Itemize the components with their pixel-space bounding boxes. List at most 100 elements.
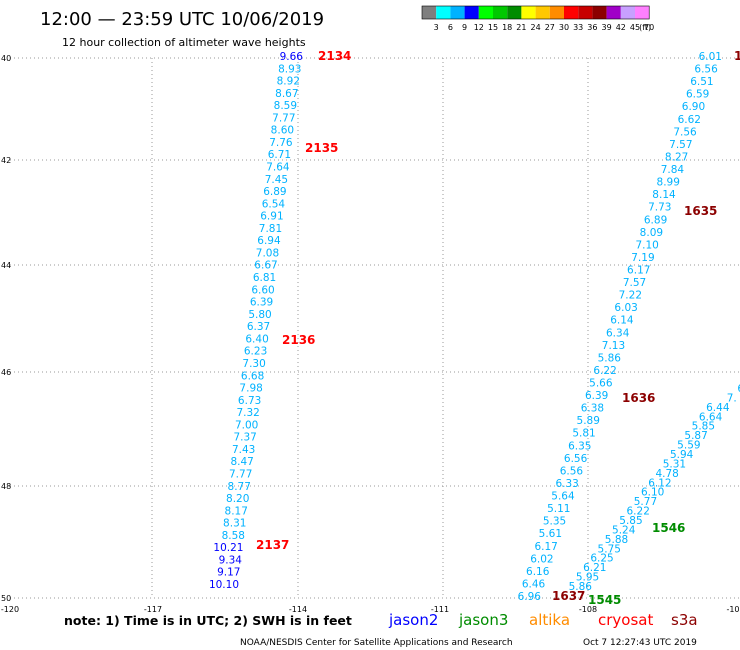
wave-height-label: 8.60 xyxy=(271,125,294,137)
wave-height-label: 7.32 xyxy=(236,407,259,419)
wave-height-label: 4.78 xyxy=(655,468,678,480)
wave-height-label: 7.73 xyxy=(648,202,671,214)
wave-height-label: 6.96 xyxy=(518,591,542,603)
wave-height-label: 6.34 xyxy=(606,327,630,339)
wave-height-label: 6.62 xyxy=(678,114,701,126)
wave-height-label: 6.10 xyxy=(641,487,664,499)
legend-swatch xyxy=(592,6,607,19)
wave-height-label: 9.34 xyxy=(219,554,243,566)
legend-swatch xyxy=(564,6,579,19)
wave-height-label: 6.37 xyxy=(247,321,270,333)
lon-tick-label: -10 xyxy=(726,605,739,614)
wave-height-label: 5.66 xyxy=(589,378,613,390)
wave-height-label: 6.60 xyxy=(251,284,274,296)
lon-tick-label: -114 xyxy=(289,605,307,614)
wave-height-label: 5.59 xyxy=(677,440,700,452)
wave-height-label: 7.77 xyxy=(272,112,295,124)
legend-swatch xyxy=(493,6,508,19)
legend-tick-label: 15 xyxy=(488,23,498,32)
legend-swatch xyxy=(422,6,437,19)
pass-time-label: 1546 xyxy=(652,521,685,535)
legend-swatch xyxy=(606,6,621,19)
wave-height-label: 6.39 xyxy=(250,297,273,309)
wave-height-label: 7. xyxy=(727,392,737,404)
lat-tick-label: 42 xyxy=(1,156,11,165)
lon-tick-label: -108 xyxy=(579,605,597,614)
wave-height-label: 6.81 xyxy=(253,272,276,284)
lon-tick-label: -120 xyxy=(1,605,19,614)
wave-height-label: 8.92 xyxy=(277,76,300,88)
wave-height-label: 7.98 xyxy=(239,383,262,395)
legend-unit: (ft) xyxy=(639,23,651,32)
legend-tick-label: 30 xyxy=(559,23,569,32)
wave-height-label: 7.84 xyxy=(661,164,685,176)
wave-height-label: 7.10 xyxy=(635,239,658,251)
wave-height-label: 8.67 xyxy=(275,88,298,100)
legend-tick-label: 21 xyxy=(516,23,526,32)
wave-height-label: 7.77 xyxy=(229,468,252,480)
wave-height-label: 5.31 xyxy=(663,458,686,470)
wave-height-label: 6.89 xyxy=(263,186,286,198)
wave-height-label: 7.08 xyxy=(256,247,279,259)
satellite-legend-jason3: jason3 xyxy=(458,611,508,629)
legend-swatch xyxy=(507,6,522,19)
lat-lon-grid xyxy=(10,57,740,599)
wave-height-label: 7.76 xyxy=(269,137,293,149)
wave-height-label: 6.90 xyxy=(682,101,705,113)
header: 12:00 — 23:59 UTC 10/06/2019 12 hour col… xyxy=(40,9,324,49)
axis-tick-labels: -120 -117 -114 -111 -108 -10 40 42 44 46 48 50 xyxy=(1,54,740,614)
wave-height-label: 8.27 xyxy=(665,151,688,163)
wave-height-label: 6.54 xyxy=(262,198,286,210)
legend-swatch xyxy=(549,6,564,19)
lat-tick-label: 40 xyxy=(1,54,11,63)
legend-swatch xyxy=(521,6,536,19)
pass-time-label: 1637 xyxy=(552,589,585,603)
wave-height-label: 7.37 xyxy=(233,432,256,444)
wave-height-label: 6.40 xyxy=(245,333,268,345)
wave-height-label: 6.25 xyxy=(590,553,613,565)
legend-tick-label: 36 xyxy=(587,23,597,32)
pass-time-label: 2135 xyxy=(305,141,338,155)
wave-height-label: 7.45 xyxy=(265,174,288,186)
wave-height-label: 7.81 xyxy=(259,223,282,235)
wave-height-label: 8.31 xyxy=(223,518,246,530)
wave-height-label: 6.59 xyxy=(686,89,709,101)
map-subtitle: 12 hour collection of altimeter wave hei… xyxy=(62,36,306,49)
wave-height-label: 5.94 xyxy=(670,449,694,461)
legend-swatch xyxy=(450,6,465,19)
wave-height-label: 7.57 xyxy=(623,277,646,289)
wave-height-label: 7.19 xyxy=(631,252,654,264)
wave-height-label: 5.75 xyxy=(598,543,621,555)
wave-height-label: 6.39 xyxy=(585,390,608,402)
wave-height-label: 6.64 xyxy=(699,411,723,423)
wave-height-label: 6.56 xyxy=(564,453,588,465)
wave-height-label: 9.17 xyxy=(217,567,240,579)
wave-height-label: 8.09 xyxy=(640,227,663,239)
legend-tick-label: 24 xyxy=(531,23,541,32)
wave-height-label: 6.91 xyxy=(260,211,283,223)
legend-tick-label: 18 xyxy=(502,23,512,32)
wave-height-label: 5.89 xyxy=(577,415,600,427)
wave-height-label: 7.30 xyxy=(242,358,265,370)
color-legend: 3 6 9 12 15 18 21 24 27 30 33 36 39 42 45 70(ft) xyxy=(421,5,654,32)
wave-height-label: 8.77 xyxy=(228,481,251,493)
legend-tick-label: 27 xyxy=(545,23,555,32)
wave-height-label: 6.67 xyxy=(254,260,277,272)
wave-height-label: 6.33 xyxy=(555,478,578,490)
legend-swatch xyxy=(436,6,451,19)
wave-height-label: 7.64 xyxy=(266,162,290,174)
wave-height-label: 6.89 xyxy=(644,214,667,226)
wave-height-label: 5.77 xyxy=(634,496,657,508)
lat-tick-label: 46 xyxy=(1,368,11,377)
wave-height-label: 6.56 xyxy=(560,465,584,477)
wave-height-label: 6.51 xyxy=(690,76,713,88)
wave-height-label: 5.11 xyxy=(547,503,570,515)
wave-height-label: 5.80 xyxy=(248,309,271,321)
legend-tick-label: 6 xyxy=(448,23,453,32)
wave-height-label: 5.86 xyxy=(569,581,593,593)
satellite-legend-s3a: s3a xyxy=(671,611,698,629)
wave-height-label: 8.99 xyxy=(657,177,680,189)
wave-height-label: 10.10 xyxy=(209,579,239,591)
wave-height-label: 6.44 xyxy=(706,402,730,414)
